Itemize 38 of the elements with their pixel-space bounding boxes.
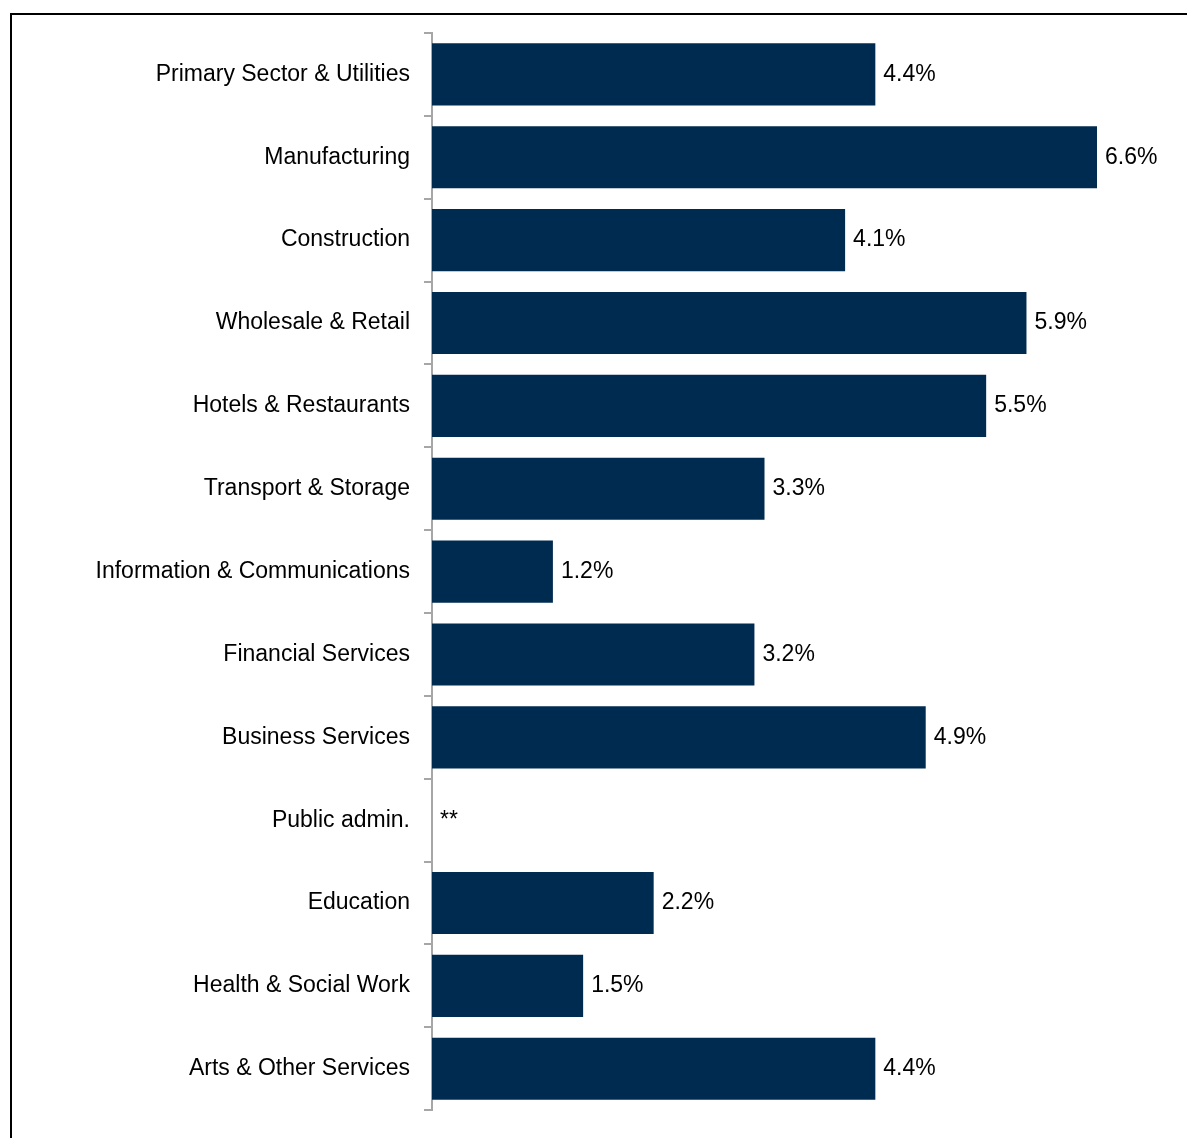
data-label: 5.5%: [994, 391, 1047, 418]
bar: [432, 871, 654, 935]
data-label: 4.4%: [883, 59, 936, 86]
y-tick-label: Primary Sector & Utilities: [155, 59, 410, 86]
data-label: 1.2%: [560, 556, 614, 583]
bar: [432, 209, 846, 272]
y-tick-label: Public admin.: [271, 805, 410, 832]
data-label: 4.9%: [933, 722, 987, 749]
data-label: 5.9%: [1034, 308, 1087, 335]
bar: [432, 706, 926, 769]
data-label: 3.3%: [772, 474, 825, 501]
text: **: [440, 805, 458, 832]
bar: [432, 374, 987, 437]
bar: [432, 540, 553, 603]
y-tick-label: Manufacturing: [264, 142, 410, 169]
data-label: 4.1%: [853, 225, 906, 252]
y-tick-label: Transport & Storage: [203, 474, 410, 501]
y-tick-label: Arts & Other Services: [188, 1054, 410, 1081]
y-tick-label: Hotels & Restaurants: [192, 391, 410, 418]
data-label: 3.2%: [762, 639, 815, 666]
bar: [432, 954, 584, 1017]
y-tick-label: Construction: [280, 225, 410, 252]
y-tick-label: Wholesale & Retail: [215, 308, 410, 335]
data-label: 1.5%: [591, 971, 644, 998]
y-tick-label: Financial Services: [223, 639, 410, 666]
data-label: 2.2%: [661, 888, 715, 915]
bar: [432, 291, 1027, 355]
data-label: 6.6%: [1105, 142, 1158, 169]
bar: [432, 1037, 876, 1100]
y-tick-label: Information & Communications: [95, 556, 410, 583]
bar: [432, 623, 755, 686]
data-label: 4.4%: [883, 1054, 936, 1081]
bar: [432, 457, 765, 520]
y-tick-label: Health & Social Work: [193, 971, 411, 998]
y-tick-label: Education: [307, 888, 410, 915]
bar: [432, 43, 876, 106]
y-tick-label: Business Services: [222, 722, 410, 749]
bar: [432, 126, 1097, 189]
